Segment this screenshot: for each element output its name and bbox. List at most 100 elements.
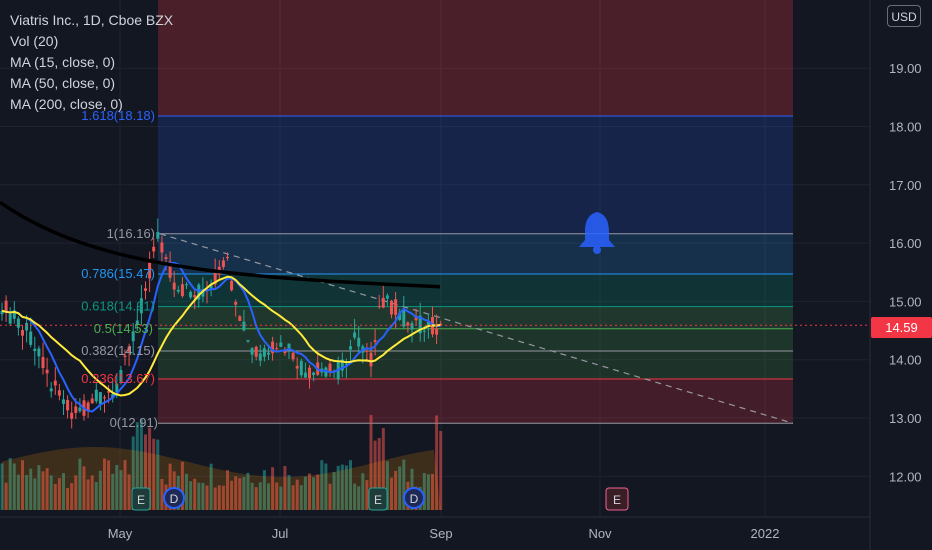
fib-label: 0.236(13.67) bbox=[81, 371, 155, 386]
x-tick-label: Nov bbox=[588, 526, 612, 541]
volume-bar bbox=[439, 430, 443, 510]
dividend-event-marker: D bbox=[163, 487, 185, 509]
volume-bar bbox=[144, 434, 147, 510]
candle-body bbox=[344, 363, 348, 365]
volume-bar bbox=[422, 473, 426, 510]
candle-body bbox=[119, 370, 123, 382]
fib-zone-extension bbox=[158, 0, 793, 117]
volume-bar bbox=[426, 474, 430, 510]
indicator-ma15[interactable]: MA (15, close, 0) bbox=[10, 54, 116, 70]
volume-bar bbox=[29, 468, 33, 510]
volume-bar bbox=[152, 438, 156, 510]
y-tick-label: 17.00 bbox=[889, 178, 922, 193]
fibonacci-retracement[interactable] bbox=[158, 0, 794, 424]
volume-bars bbox=[0, 415, 443, 510]
volume-bar bbox=[279, 486, 283, 510]
volume-bar bbox=[344, 465, 348, 510]
fib-label: 1.618(18.18) bbox=[81, 108, 155, 123]
x-tick-label: Sep bbox=[429, 526, 452, 541]
candle-body bbox=[398, 312, 402, 320]
volume-bar bbox=[226, 470, 229, 510]
volume-bar bbox=[123, 459, 127, 510]
indicator-ma50[interactable]: MA (50, close, 0) bbox=[10, 75, 116, 91]
earnings-event-marker: E bbox=[131, 487, 151, 511]
volume-bar bbox=[340, 464, 344, 510]
candle-body bbox=[287, 343, 291, 351]
last-price-tag: 14.59 bbox=[871, 317, 932, 338]
volume-bar bbox=[369, 415, 373, 510]
volume-bar bbox=[185, 473, 188, 510]
volume-bar bbox=[8, 458, 12, 510]
volume-bar bbox=[435, 415, 439, 510]
candle-body bbox=[90, 398, 94, 404]
volume-bar bbox=[86, 479, 90, 510]
candle-body bbox=[271, 341, 275, 354]
fib-label: 0(12.91) bbox=[110, 415, 158, 430]
candle-body bbox=[246, 340, 250, 342]
candle-body bbox=[394, 299, 398, 315]
candle-body bbox=[86, 402, 90, 411]
candle-body bbox=[189, 291, 193, 298]
earnings-badge bbox=[368, 487, 388, 511]
candle-body bbox=[103, 397, 106, 399]
chart-legend: Viatris Inc., 1D, Cboe BZX Vol (20) MA (… bbox=[10, 10, 173, 115]
candle-body bbox=[70, 412, 74, 419]
candle-body bbox=[78, 407, 82, 412]
volume-bar bbox=[189, 481, 193, 510]
candle-body bbox=[152, 246, 156, 252]
volume-bar bbox=[431, 473, 434, 510]
earnings-event-marker: E bbox=[368, 487, 388, 511]
candle-body bbox=[25, 322, 29, 331]
candle-body bbox=[74, 406, 78, 413]
indicator-ma200[interactable]: MA (200, close, 0) bbox=[10, 96, 123, 112]
candle-body bbox=[377, 305, 381, 307]
candle-body bbox=[131, 331, 135, 342]
volume-bar bbox=[98, 470, 102, 510]
candle-body bbox=[230, 280, 234, 291]
volume-bar bbox=[320, 460, 324, 510]
candle-body bbox=[324, 367, 328, 377]
candle-body bbox=[299, 360, 303, 376]
indicator-volume[interactable]: Vol (20) bbox=[10, 33, 59, 49]
alert-bell-icon[interactable] bbox=[579, 212, 615, 254]
y-tick-label: 19.00 bbox=[889, 61, 922, 76]
candle-body bbox=[357, 337, 361, 347]
volume-bar bbox=[66, 487, 70, 510]
volume-bar bbox=[0, 463, 4, 510]
volume-bar bbox=[283, 465, 287, 510]
candle-body bbox=[57, 390, 61, 396]
volume-bar bbox=[267, 483, 270, 510]
candle-body bbox=[53, 380, 57, 386]
candle-body bbox=[365, 350, 369, 352]
candle-body bbox=[107, 391, 111, 393]
candle-body bbox=[144, 288, 147, 291]
volume-bar bbox=[336, 465, 340, 510]
earnings-label: E bbox=[137, 493, 145, 507]
volume-bar bbox=[201, 482, 205, 510]
symbol-title[interactable]: Viatris Inc., 1D, Cboe BZX bbox=[10, 12, 174, 28]
earnings-label: E bbox=[613, 493, 621, 507]
candle-body bbox=[328, 363, 332, 372]
candle-body bbox=[180, 284, 184, 297]
volume-bar bbox=[41, 471, 45, 510]
volume-bar bbox=[390, 477, 393, 510]
volume-ma-area bbox=[2, 447, 441, 510]
earnings-badge bbox=[605, 487, 629, 511]
volume-bar bbox=[160, 478, 164, 510]
volume-bar bbox=[242, 476, 246, 510]
candle-body bbox=[201, 289, 205, 297]
volume-bar bbox=[357, 486, 361, 510]
candle-body bbox=[390, 300, 393, 315]
fib-zone bbox=[158, 233, 793, 274]
ma15-line bbox=[1, 261, 441, 413]
volume-bar bbox=[308, 473, 311, 510]
candle-body bbox=[221, 260, 225, 268]
currency-button[interactable]: USD bbox=[887, 5, 921, 27]
y-tick-label: 12.00 bbox=[889, 469, 922, 484]
fib-zone bbox=[158, 378, 793, 424]
candle-body bbox=[29, 331, 33, 345]
volume-bar bbox=[53, 483, 57, 510]
